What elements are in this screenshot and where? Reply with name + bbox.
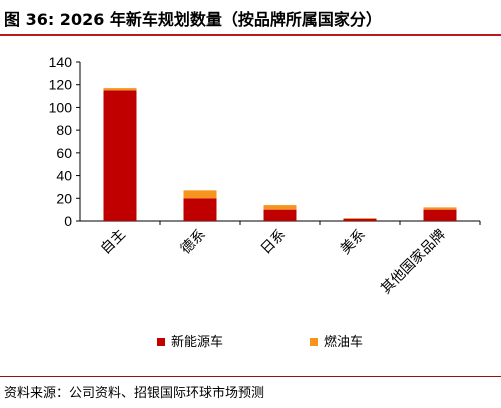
x-category-label: 日系	[258, 227, 289, 258]
y-tick-label: 80	[56, 122, 72, 138]
figure-title: 图 36: 2026 年新车规划数量（按品牌所属国家分）	[4, 10, 382, 29]
y-axis: 0 20 40 60 80 100 120 140	[49, 54, 81, 229]
bar-ev-2	[263, 209, 297, 221]
legend-label-ev: 新能源车	[171, 334, 223, 350]
x-category-label: 自主	[98, 227, 129, 258]
y-tick-label: 60	[56, 145, 72, 161]
bar-ev-1	[183, 198, 217, 221]
y-tick-label: 120	[49, 77, 73, 93]
y-tick-label: 140	[49, 54, 73, 70]
bar-ice-2	[263, 205, 297, 210]
y-tick-label: 0	[64, 213, 72, 229]
x-axis: 自主 德系 日系 美系 其他国家品牌	[80, 220, 481, 297]
y-tick-label: 40	[56, 168, 72, 184]
legend-swatch-ev	[157, 338, 165, 346]
y-tick-label: 100	[49, 99, 73, 115]
stacked-bar-chart: 0 20 40 60 80 100 120 140 自主 德系 日系 美系 其他国家品牌 新能源车 燃油…	[49, 54, 481, 350]
bar-ice-4	[423, 207, 457, 210]
legend-swatch-ice	[310, 338, 318, 346]
bar-ice-1	[183, 190, 217, 199]
bar-ev-3	[343, 218, 377, 221]
bar-ice-3	[343, 218, 377, 219]
bar-ev-0	[103, 90, 137, 222]
bar-ev-4	[423, 209, 457, 221]
legend-label-ice: 燃油车	[324, 334, 363, 350]
title-rule	[0, 34, 501, 36]
legend: 新能源车 燃油车	[157, 334, 363, 350]
bars	[103, 88, 457, 222]
x-category-label: 美系	[338, 227, 369, 258]
source-note: 资料来源：公司资料、招银国际环球市场预测	[4, 386, 265, 401]
x-category-label: 其他国家品牌	[377, 226, 448, 297]
x-category-label: 德系	[178, 227, 209, 258]
source-rule	[0, 376, 501, 377]
bar-ice-0	[103, 88, 137, 91]
y-tick-label: 20	[56, 190, 72, 206]
